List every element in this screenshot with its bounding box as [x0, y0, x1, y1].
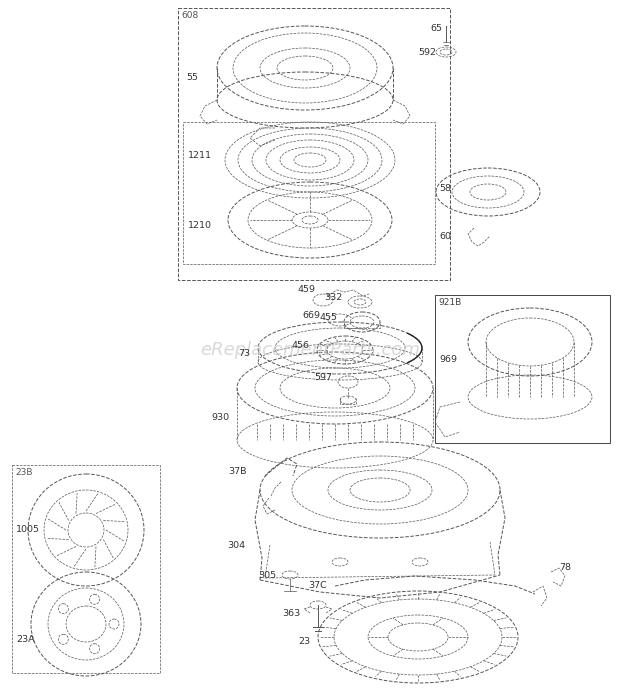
Text: 58: 58: [439, 184, 451, 193]
Text: 23B: 23B: [15, 468, 32, 477]
Text: 921B: 921B: [438, 298, 461, 307]
Text: 23A: 23A: [16, 635, 35, 644]
Text: 669: 669: [302, 311, 320, 320]
Text: 597: 597: [314, 374, 332, 383]
Text: eReplacementParts.com: eReplacementParts.com: [200, 341, 420, 359]
Text: 37C: 37C: [308, 581, 327, 590]
Text: 455: 455: [320, 313, 338, 322]
Text: 1210: 1210: [188, 220, 212, 229]
Text: 305: 305: [258, 570, 276, 579]
Text: 23: 23: [298, 636, 310, 645]
Text: 304: 304: [227, 541, 245, 550]
Text: 60: 60: [439, 232, 451, 241]
Text: 1211: 1211: [188, 150, 212, 159]
Bar: [12, 465, 160, 673]
Text: 65: 65: [430, 24, 442, 33]
Text: 1005: 1005: [16, 525, 40, 534]
Text: 37B: 37B: [229, 468, 247, 477]
Text: 78: 78: [559, 563, 571, 572]
Bar: [183, 122, 435, 264]
Text: 608: 608: [181, 11, 198, 20]
Text: 55: 55: [186, 73, 198, 82]
Text: 332: 332: [324, 294, 342, 303]
Text: 363: 363: [281, 608, 300, 617]
Bar: [178, 8, 450, 280]
Text: 969: 969: [439, 356, 457, 365]
Text: 592: 592: [418, 48, 436, 57]
Text: 73: 73: [238, 349, 250, 358]
Text: 930: 930: [211, 414, 229, 423]
Text: 459: 459: [297, 286, 315, 295]
Bar: [435, 295, 610, 443]
Text: 456: 456: [292, 342, 310, 351]
